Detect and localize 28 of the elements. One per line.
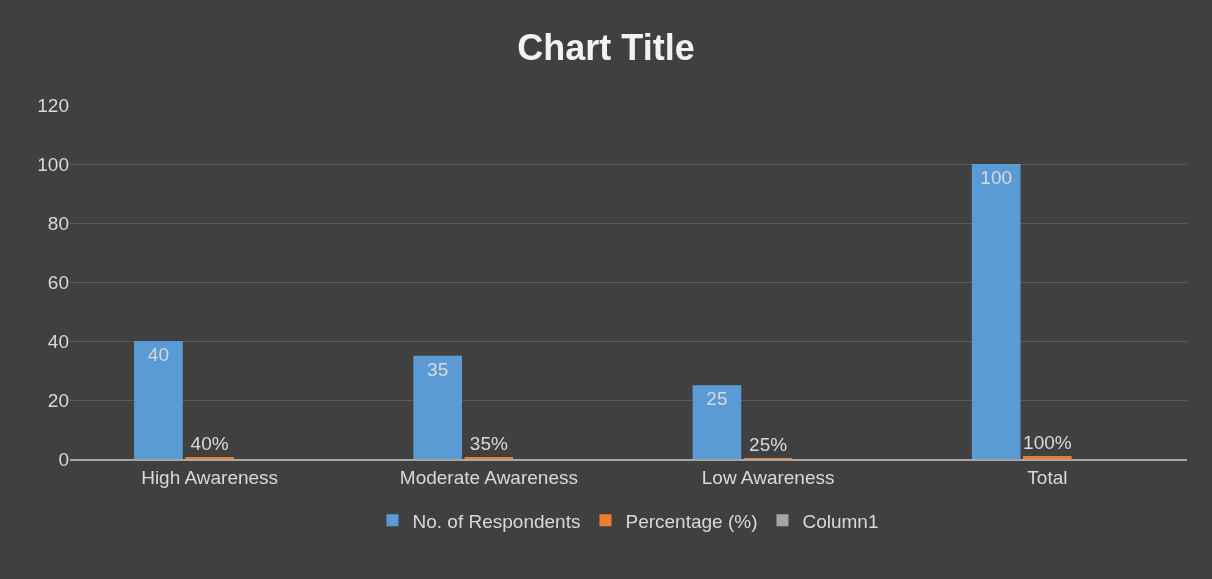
y-tick-label: 120 — [37, 94, 69, 116]
x-tick-label: High Awareness — [141, 466, 279, 488]
bar — [692, 385, 742, 459]
y-tick-label: 80 — [47, 212, 69, 234]
data-label: 40 — [147, 344, 169, 365]
data-label: 40% — [190, 433, 229, 454]
bar — [1023, 456, 1072, 459]
data-label: 35 — [427, 358, 449, 380]
data-label: 100 — [980, 167, 1013, 188]
x-tick-label: Moderate Awareness — [399, 466, 578, 488]
data-label: 35% — [469, 433, 508, 454]
legend-label: Column1 — [802, 510, 879, 532]
bar — [134, 341, 183, 459]
x-tick-label: Low Awareness — [701, 466, 835, 488]
data-label: 25% — [749, 434, 788, 455]
legend-label: No. of Respondents — [412, 510, 581, 532]
data-label: 25 — [706, 388, 728, 410]
y-tick-label: 100 — [37, 153, 69, 175]
y-tick-label: 0 — [58, 448, 69, 470]
chart-title: Chart Title — [517, 26, 695, 68]
x-tick-label: Total — [1027, 466, 1068, 488]
y-tick-label: 20 — [47, 389, 69, 411]
bar — [413, 355, 462, 459]
data-label: 100% — [1023, 432, 1072, 454]
y-tick-label: 60 — [47, 271, 69, 293]
y-tick-label: 40 — [47, 330, 69, 352]
legend-label: Percentage (%) — [625, 510, 758, 532]
bar — [971, 164, 1021, 459]
